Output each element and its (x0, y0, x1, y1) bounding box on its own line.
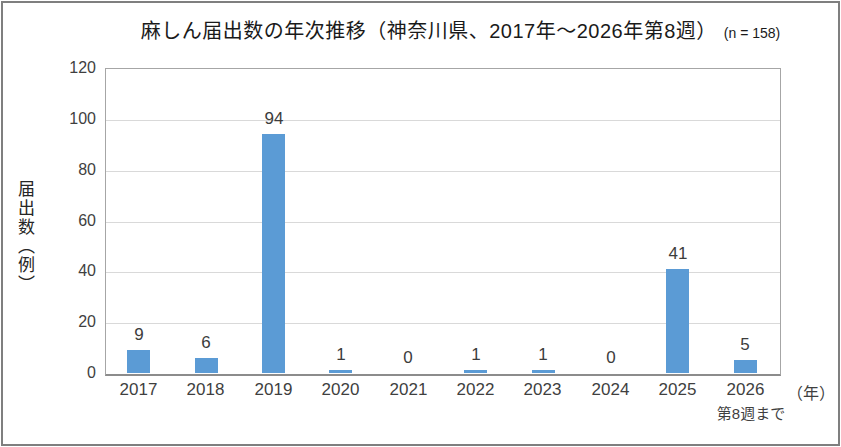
y-tick-label-80: 80 (38, 160, 96, 180)
measles-annual-bar-chart: 麻しん届出数の年次推移（神奈川県、2017年～2026年第8週） (n = 158… (0, 0, 841, 447)
y-tick-label-0: 0 (38, 363, 96, 383)
x-axis-unit-label: （年） (787, 380, 835, 404)
chart-title: 麻しん届出数の年次推移（神奈川県、2017年～2026年第8週） (n = 158… (90, 15, 831, 44)
bar-2017 (127, 350, 150, 373)
bar-value-label-2020: 1 (319, 344, 363, 366)
bar-value-label-2018: 6 (184, 332, 228, 354)
bar-value-label-2022: 1 (454, 344, 498, 366)
x-tick-label-2020: 2020 (307, 380, 374, 400)
bar-2022 (464, 370, 487, 373)
bar-2026 (734, 360, 757, 373)
x-tick-label-2019: 2019 (240, 380, 307, 400)
bar-2019 (262, 134, 285, 373)
x-tick-label-2026: 2026 (712, 380, 779, 400)
x-tick-label-2018: 2018 (172, 380, 239, 400)
bar-2020 (329, 370, 352, 373)
bar-2025 (666, 269, 689, 373)
gridline-80 (106, 171, 780, 172)
x-tick-label-2023: 2023 (509, 380, 576, 400)
y-tick-label-40: 40 (38, 261, 96, 281)
y-tick-label-100: 100 (38, 109, 96, 129)
bar-2023 (532, 370, 555, 373)
bar-value-label-2024: 0 (589, 347, 633, 369)
sample-size-note: (n = 158) (724, 25, 780, 41)
bar-value-label-2025: 41 (656, 243, 700, 265)
y-axis-title: 届出数（例） (16, 180, 33, 294)
x-tick-label-2024: 2024 (577, 380, 644, 400)
y-tick-label-120: 120 (38, 58, 96, 78)
x-tick-label-2025: 2025 (644, 380, 711, 400)
chart-title-text: 麻しん届出数の年次推移（神奈川県、2017年～2026年第8週） (141, 20, 717, 42)
x-axis-sub-label: 第8週まで (700, 402, 802, 423)
bar-value-label-2019: 94 (252, 108, 296, 130)
gridline-60 (106, 222, 780, 223)
bar-value-label-2017: 9 (117, 324, 161, 346)
y-tick-label-20: 20 (38, 312, 96, 332)
bar-2018 (195, 358, 218, 373)
x-tick-label-2017: 2017 (105, 380, 172, 400)
y-tick-label-60: 60 (38, 211, 96, 231)
gridline-100 (106, 120, 780, 121)
x-tick-label-2021: 2021 (375, 380, 442, 400)
bar-value-label-2026: 5 (723, 334, 767, 356)
bar-value-label-2021: 0 (386, 347, 430, 369)
x-tick-label-2022: 2022 (442, 380, 509, 400)
bar-value-label-2023: 1 (521, 344, 565, 366)
